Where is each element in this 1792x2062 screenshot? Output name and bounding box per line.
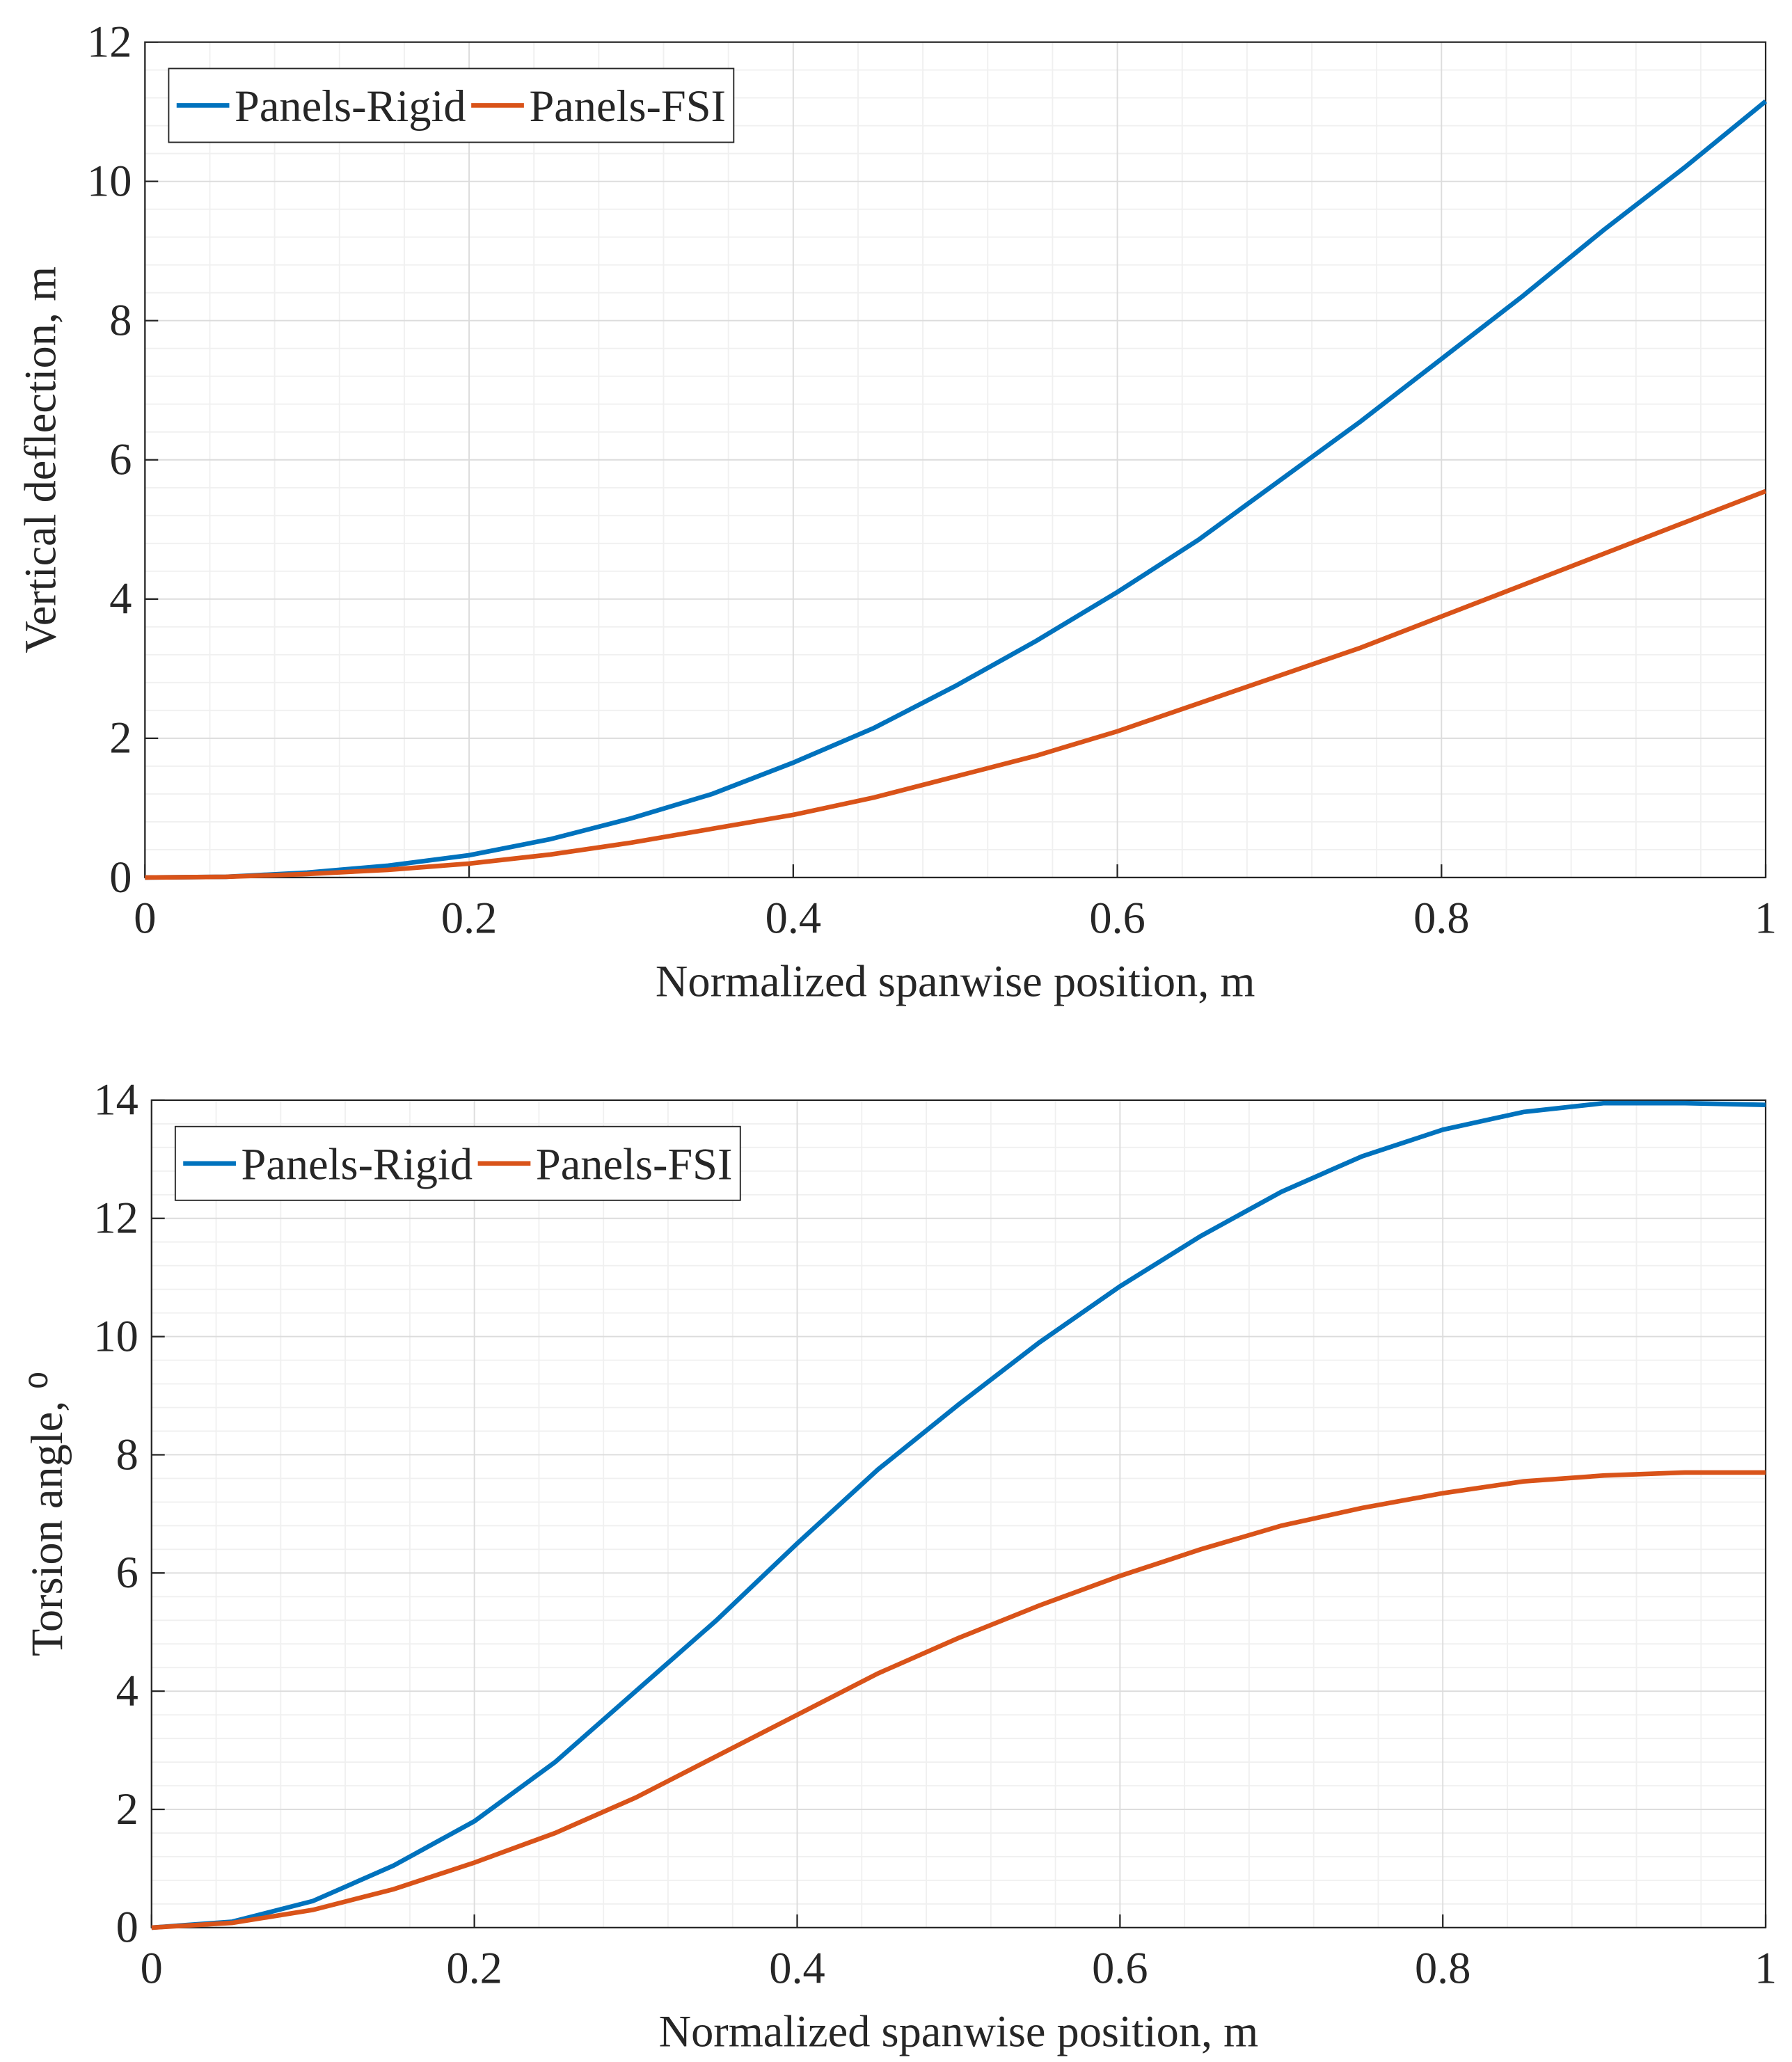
y-tick-label: 14: [93, 1075, 138, 1125]
x-tick-label: 0.2: [446, 1943, 502, 1992]
plot-area: [151, 1100, 1766, 1928]
legend-label: Panels-Rigid: [235, 81, 466, 131]
legend-label: Panels-Rigid: [241, 1139, 473, 1189]
y-tick-label: 8: [116, 1429, 138, 1479]
line-series: [145, 489, 1767, 880]
y-axis-label: Vertical deflection, m: [16, 267, 65, 653]
legend-label: Panels-FSI: [536, 1139, 732, 1189]
y-tick-label: 4: [116, 1666, 138, 1715]
x-tick-label: 0.4: [769, 1943, 825, 1992]
legend-box: [174, 1125, 741, 1201]
x-tick-label: 0: [141, 1943, 163, 1992]
x-tick-label: 0: [134, 893, 156, 942]
line-series: [145, 100, 1768, 880]
y-tick-label: 10: [87, 156, 132, 205]
y-tick-label: 2: [116, 1784, 138, 1834]
y-tick-label: 12: [87, 17, 132, 66]
x-axis-label: Normalized spanwise position, m: [659, 2006, 1259, 2056]
y-axis-label: Torsion angle, ⁰: [22, 1372, 72, 1656]
line-series: [151, 1100, 1766, 1930]
y-tick-label: 6: [116, 1548, 138, 1597]
x-tick-label: 0.4: [766, 893, 821, 942]
y-tick-label: 0: [109, 852, 132, 902]
x-tick-label: 0.8: [1415, 1943, 1470, 1992]
x-tick-label: 0.8: [1413, 893, 1469, 942]
y-tick-label: 4: [109, 574, 132, 624]
legend: Panels-Rigid Panels-FSI: [174, 1125, 741, 1201]
x-axis-label: Normalized spanwise position, m: [656, 956, 1255, 1006]
x-tick-label: 1: [1754, 1943, 1777, 1992]
legend-label: Panels-FSI: [529, 81, 725, 131]
x-tick-label: 0.2: [441, 893, 497, 942]
legend-box: [168, 68, 735, 143]
y-tick-label: 12: [93, 1193, 138, 1243]
y-tick-label: 2: [109, 713, 132, 763]
y-tick-label: 6: [109, 435, 132, 484]
line-series: [151, 1470, 1766, 1930]
y-tick-label: 10: [93, 1311, 138, 1361]
axes-box: [150, 1099, 1767, 1929]
x-tick-label: 1: [1754, 893, 1777, 942]
x-tick-label: 0.6: [1092, 1943, 1148, 1992]
x-tick-label: 0.6: [1089, 893, 1145, 942]
axes-box: [144, 41, 1767, 879]
y-tick-label: 0: [116, 1903, 138, 1952]
y-tick-label: 8: [109, 296, 132, 345]
legend: Panels-Rigid Panels-FSI: [168, 68, 735, 143]
